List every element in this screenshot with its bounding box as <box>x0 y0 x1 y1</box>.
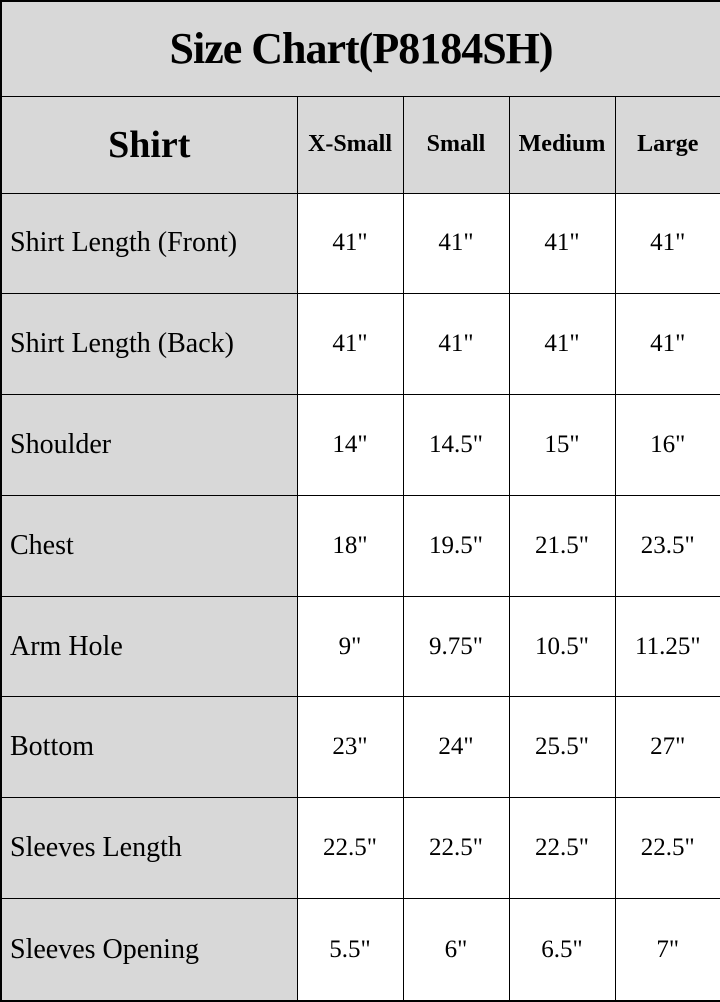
table-row: Shirt Length (Front) 41" 41" 41" 41" <box>0 192 720 295</box>
value-cell: 22.5" <box>508 797 616 900</box>
value-cell: 41" <box>614 293 720 396</box>
value-cell: 27" <box>614 696 720 799</box>
value-cell: 22.5" <box>296 797 404 900</box>
value-cell: 18" <box>296 494 404 597</box>
table-row: Shoulder 14" 14.5" 15" 16" <box>0 394 720 496</box>
value-cell: 41" <box>508 293 616 396</box>
row-label: Arm Hole <box>0 595 298 698</box>
column-header-xsmall: X-Small <box>296 95 404 194</box>
value-cell: 23.5" <box>614 494 720 597</box>
header-row: Shirt X-Small Small Medium Large <box>0 95 720 194</box>
table-row: Arm Hole 9" 9.75" 10.5" 11.25" <box>0 595 720 698</box>
value-cell: 7" <box>614 898 720 1002</box>
value-cell: 14" <box>296 394 404 496</box>
value-cell: 10.5" <box>508 595 616 698</box>
column-header-shirt: Shirt <box>0 95 298 194</box>
row-label: Sleeves Length <box>0 797 298 900</box>
value-cell: 41" <box>402 192 510 295</box>
row-label: Chest <box>0 494 298 597</box>
value-cell: 16" <box>614 394 720 496</box>
value-cell: 23" <box>296 696 404 799</box>
value-cell: 41" <box>296 293 404 396</box>
value-cell: 15" <box>508 394 616 496</box>
row-label: Shirt Length (Front) <box>0 192 298 295</box>
title-row: Size Chart(P8184SH) <box>0 0 720 97</box>
page-title: Size Chart(P8184SH) <box>0 0 720 97</box>
value-cell: 21.5" <box>508 494 616 597</box>
row-label: Bottom <box>0 696 298 799</box>
value-cell: 41" <box>402 293 510 396</box>
value-cell: 14.5" <box>402 394 510 496</box>
value-cell: 5.5" <box>296 898 404 1002</box>
value-cell: 6" <box>402 898 510 1002</box>
value-cell: 25.5" <box>508 696 616 799</box>
column-header-large: Large <box>614 95 720 194</box>
value-cell: 24" <box>402 696 510 799</box>
column-header-small: Small <box>402 95 510 194</box>
value-cell: 41" <box>296 192 404 295</box>
value-cell: 41" <box>508 192 616 295</box>
row-label: Shirt Length (Back) <box>0 293 298 396</box>
table-row: Shirt Length (Back) 41" 41" 41" 41" <box>0 293 720 396</box>
value-cell: 9.75" <box>402 595 510 698</box>
column-header-medium: Medium <box>508 95 616 194</box>
table-row: Sleeves Opening 5.5" 6" 6.5" 7" <box>0 898 720 1002</box>
table-row: Chest 18" 19.5" 21.5" 23.5" <box>0 494 720 597</box>
table-row: Bottom 23" 24" 25.5" 27" <box>0 696 720 799</box>
row-label: Shoulder <box>0 394 298 496</box>
value-cell: 41" <box>614 192 720 295</box>
row-label: Sleeves Opening <box>0 898 298 1002</box>
value-cell: 6.5" <box>508 898 616 1002</box>
value-cell: 22.5" <box>402 797 510 900</box>
value-cell: 19.5" <box>402 494 510 597</box>
table-row: Sleeves Length 22.5" 22.5" 22.5" 22.5" <box>0 797 720 900</box>
value-cell: 22.5" <box>614 797 720 900</box>
value-cell: 11.25" <box>614 595 720 698</box>
value-cell: 9" <box>296 595 404 698</box>
